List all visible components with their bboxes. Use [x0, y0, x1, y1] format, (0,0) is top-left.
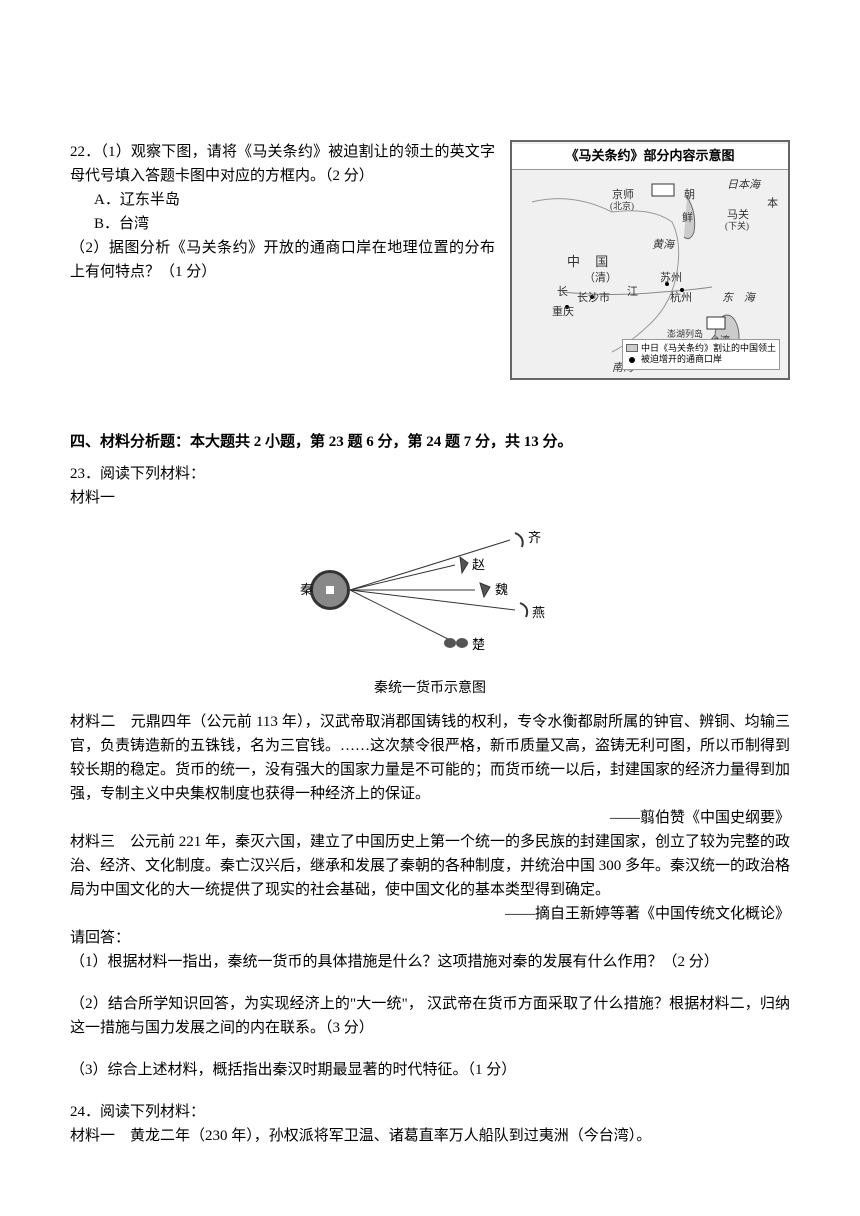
q23-sub2: （2）结合所学知识回答，为实现经济上的"大一统"， 汉武帝在货币方面采取了什么措…: [70, 992, 790, 1040]
map-label-hangzhou: 杭州: [670, 290, 692, 308]
q23-mat3-source: ——摘自王新婷等著《中国传统文化概论》: [70, 902, 790, 926]
state-chu: 楚: [472, 635, 485, 656]
state-yan: 燕: [532, 603, 545, 624]
map-label-riben: 日本海: [727, 177, 760, 195]
q22-option-a: A．辽东半岛: [70, 188, 495, 212]
state-zhao: 赵: [472, 555, 485, 576]
map-label-changsha: 长沙市: [577, 290, 610, 308]
map-label-beijing: (北京): [610, 199, 634, 213]
q23-mat2: 材料二 元鼎四年（公元前 113 年），汉武帝取消郡国铸钱的权利，专令水衡都尉所…: [70, 710, 790, 806]
map-label-chongqing: 重庆: [552, 304, 574, 322]
q23-mat3: 材料三 公元前 221 年，秦灭六国，建立了中国历史上第一个统一的多民族的封建国…: [70, 830, 790, 902]
q22-option-b: B．台湾: [70, 212, 495, 236]
section4-header: 四、材料分析题：本大题共 2 小题，第 23 题 6 分，第 24 题 7 分，…: [70, 430, 790, 454]
map-label-huanghai: 黄海: [652, 237, 674, 255]
state-qi: 齐: [528, 528, 541, 549]
map-label-chao: 朝: [684, 187, 695, 205]
map-label-qing: （清）: [584, 270, 617, 288]
q23-sub3: （3）综合上述材料，概括指出秦汉时期最显著的时代特征。（1 分）: [70, 1058, 790, 1082]
q23-mat2-source: ——翦伯赞《中国史纲要》: [70, 806, 790, 830]
q23-stem: 23．阅读下列材料：: [70, 462, 790, 486]
q24-stem: 24．阅读下列材料：: [70, 1100, 790, 1124]
map-treaty-shimonoseki: 《马关条约》部分内容示意图 京师 (北京) 朝 鲜 日本海 马关 (下关) 黄海…: [510, 140, 790, 380]
q23-sub1: （1）根据材料一指出，秦统一货币的具体措施是什么？这项措施对秦的发展有什么作用？…: [70, 950, 790, 974]
map-label-chang: 长: [557, 284, 568, 302]
state-wei: 魏: [495, 580, 508, 601]
map-label-suzhou: 苏州: [660, 270, 682, 288]
coin-diagram-container: 秦 齐 赵 魏 燕 楚: [70, 525, 790, 663]
q24-mat1: 材料一 黄龙二年（230 年），孙权派将军卫温、诸葛直率万人船队到过夷洲（今台湾…: [70, 1124, 790, 1148]
q23-mat1-label: 材料一: [70, 486, 790, 510]
q22-part2: （2）据图分析《马关条约》开放的通商口岸在地理位置的分布上有何特点？（1 分）: [70, 236, 495, 284]
q22-stem: 22．（1）观察下图，请将《马关条约》被迫割让的领土的英文字母代号填入答题卡图中…: [70, 140, 495, 188]
map-label-xian: 鲜: [682, 210, 693, 228]
map-label-donghai: 东 海: [722, 290, 759, 308]
coin-diagram-caption: 秦统一货币示意图: [70, 678, 790, 700]
map-label-jiang: 江: [627, 284, 638, 302]
map-legend: 中日《马关条约》割让的中国领土 被迫增开的通商口岸: [622, 339, 780, 370]
map-label-xiaguan: (下关): [725, 219, 749, 233]
map-label-ben: 本: [762, 197, 780, 208]
q23-answer-label: 请回答：: [70, 926, 790, 950]
